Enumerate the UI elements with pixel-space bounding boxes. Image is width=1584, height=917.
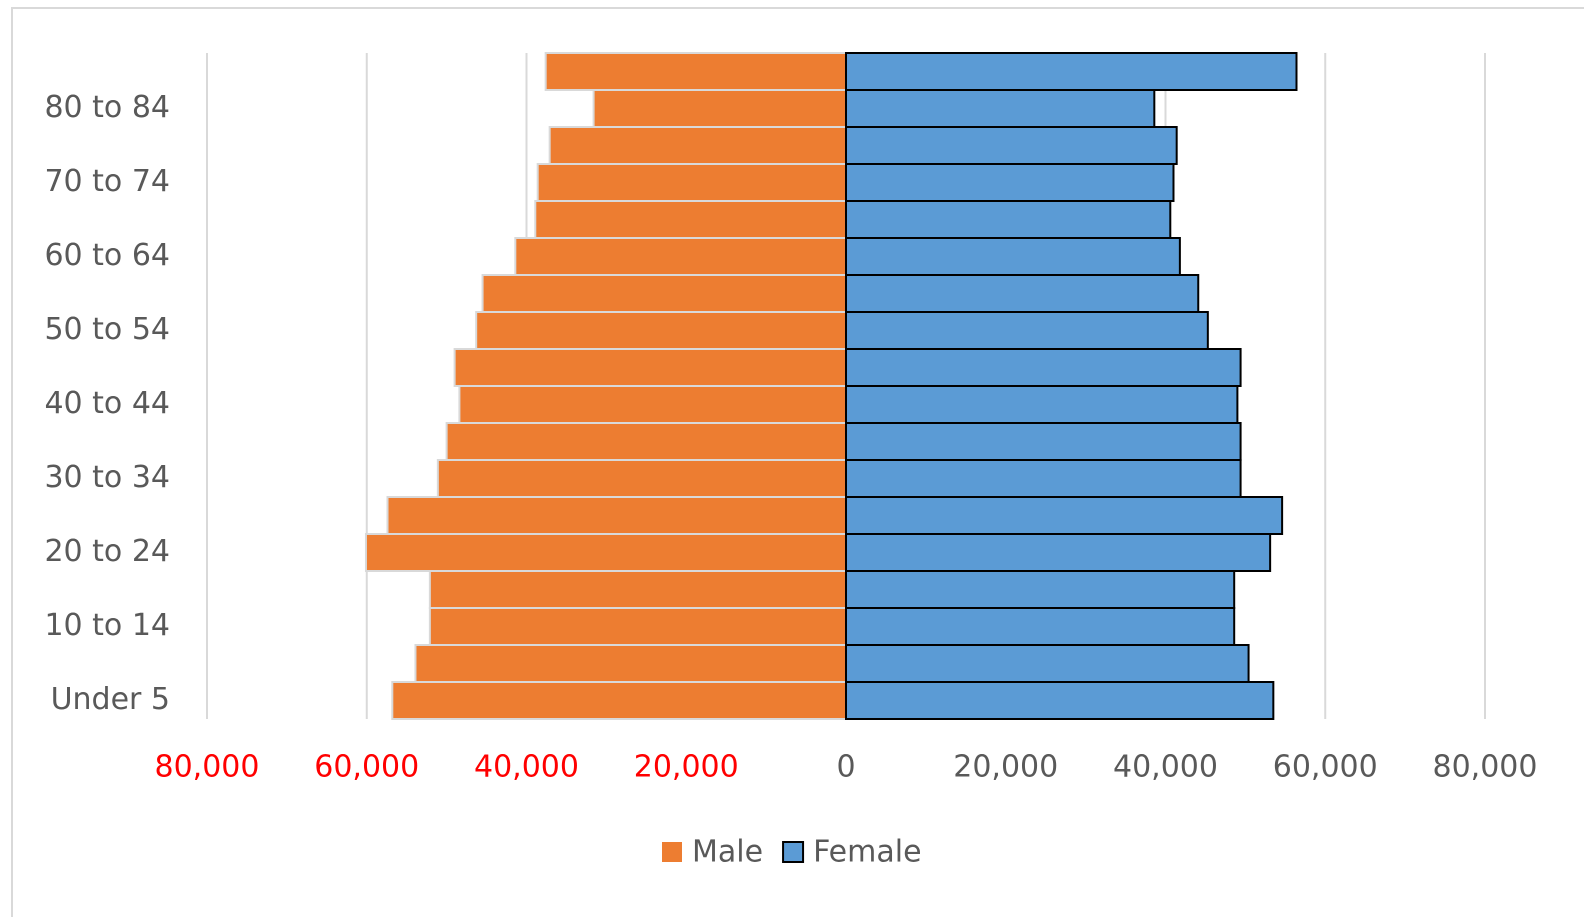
bar (845, 311, 1209, 350)
x-tick-label: 20,000 (634, 750, 739, 785)
bar (845, 459, 1242, 498)
bar (428, 607, 847, 646)
x-tick-label: 0 (836, 750, 855, 785)
legend-swatch (662, 842, 682, 862)
bar (845, 52, 1298, 91)
legend-swatch (782, 841, 805, 863)
bar (453, 348, 847, 387)
x-tick-label: 80,000 (1433, 750, 1538, 785)
bar (845, 496, 1284, 535)
bar (845, 681, 1275, 720)
bar (534, 200, 847, 239)
bar (391, 681, 847, 720)
bar (436, 459, 847, 498)
bar (845, 274, 1200, 313)
x-tick-label: 60,000 (1273, 750, 1378, 785)
bar (445, 422, 847, 461)
bar (845, 126, 1178, 165)
bar (428, 570, 847, 609)
bar (845, 89, 1156, 128)
x-tick-label: 80,000 (155, 750, 260, 785)
bar (364, 533, 847, 572)
x-tick-label: 40,000 (474, 750, 579, 785)
bar (845, 533, 1272, 572)
x-tick-label: 40,000 (1113, 750, 1218, 785)
bar (845, 570, 1236, 609)
x-tick-label: 60,000 (314, 750, 419, 785)
y-tick-label: 50 to 54 (44, 312, 170, 347)
bar (536, 163, 847, 202)
y-tick-label: 70 to 74 (44, 164, 170, 199)
bar (548, 126, 847, 165)
bar (845, 163, 1175, 202)
bar (458, 385, 847, 424)
bar (845, 607, 1236, 646)
y-tick-label: 60 to 64 (44, 238, 170, 273)
bar (481, 274, 847, 313)
bar (845, 385, 1239, 424)
x-tick-label: 20,000 (953, 750, 1058, 785)
y-tick-label: 20 to 24 (44, 534, 170, 569)
bar (544, 52, 847, 91)
bar (845, 237, 1181, 276)
bar (386, 496, 847, 535)
y-tick-label: 80 to 84 (44, 90, 170, 125)
bar (845, 644, 1250, 683)
y-tick-label: 30 to 34 (44, 460, 170, 495)
bar (845, 200, 1172, 239)
bar (514, 237, 847, 276)
y-tick-label: Under 5 (51, 682, 170, 717)
legend-label: Female (813, 835, 921, 870)
bar (592, 89, 847, 128)
y-tick-label: 40 to 44 (44, 386, 170, 421)
bar (414, 644, 847, 683)
bar (845, 422, 1242, 461)
bar (475, 311, 847, 350)
y-tick-label: 10 to 14 (44, 608, 170, 643)
bar (845, 348, 1242, 387)
legend-label: Male (692, 835, 763, 870)
